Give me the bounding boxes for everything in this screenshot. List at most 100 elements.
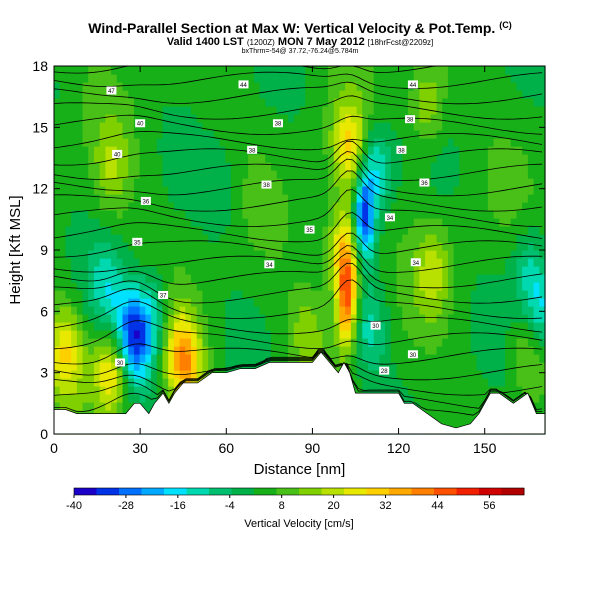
velocity-cell [402,202,409,211]
velocity-cell [54,290,61,299]
velocity-cell [259,106,266,115]
velocity-cell [208,122,215,131]
velocity-cell [328,130,335,139]
velocity-cell [527,98,535,107]
velocity-cell [436,98,443,107]
velocity-cell [288,250,295,259]
velocity-cell [345,194,352,203]
velocity-cell [533,266,540,275]
velocity-cell [465,282,472,291]
x-tick-label: 150 [473,440,497,456]
velocity-cell [390,106,398,115]
velocity-cell [282,162,289,171]
velocity-cell [219,266,226,275]
velocity-cell [333,130,341,139]
velocity-cell [259,266,266,275]
velocity-cell [82,330,89,339]
velocity-cell [219,74,226,83]
velocity-cell [105,218,112,227]
velocity-cell [487,354,495,363]
velocity-cell [316,186,323,195]
velocity-cell [379,338,386,347]
velocity-cell [430,322,438,331]
velocity-cell [225,234,232,243]
velocity-cell [430,346,438,355]
velocity-cell [156,362,164,371]
velocity-cell [253,98,261,107]
velocity-cell [476,354,483,363]
velocity-cell [82,202,89,211]
velocity-cell [339,282,346,291]
velocity-cell [510,66,518,75]
velocity-cell [310,258,318,267]
velocity-cell [259,242,266,251]
velocity-cell [179,138,186,147]
velocity-cell [379,298,386,307]
velocity-cell [236,202,244,211]
velocity-cell [316,218,323,227]
velocity-cell [173,178,181,187]
velocity-cell [168,82,175,91]
velocity-cell [328,314,335,323]
velocity-cell [522,122,529,131]
velocity-cell [390,330,398,339]
velocity-cell [328,154,335,163]
velocity-cell [385,186,392,195]
velocity-cell [322,122,329,131]
velocity-cell [322,338,329,347]
velocity-cell [288,202,295,211]
velocity-cell [373,66,381,75]
velocity-cell [133,162,141,171]
velocity-cell [93,154,101,163]
velocity-cell [527,170,535,179]
velocity-cell [202,362,209,371]
velocity-cell [151,338,158,347]
velocity-cell [196,266,204,275]
velocity-cell [276,74,283,83]
velocity-cell [310,138,318,147]
velocity-cell [482,146,489,155]
velocity-cell [173,378,181,387]
velocity-cell [339,178,346,187]
velocity-cell [305,138,312,147]
velocity-cell [345,338,352,347]
velocity-cell [396,306,403,315]
velocity-cell [407,274,415,283]
velocity-cell [356,370,363,379]
velocity-cell [345,210,352,219]
velocity-cell [248,170,255,179]
velocity-cell [322,98,329,107]
velocity-cell [345,170,352,179]
velocity-cell [282,274,289,283]
velocity-cell [168,130,175,139]
velocity-cell [539,370,546,379]
isentrope-line [53,140,543,166]
contour-label-bg [106,86,117,95]
velocity-cell [379,202,386,211]
velocity-cell [71,346,78,355]
velocity-cell [373,218,381,227]
velocity-cell [487,194,495,203]
velocity-cell [59,114,67,123]
velocity-cell [316,74,323,83]
colorbar-tick-label: 44 [431,500,443,512]
velocity-cell [333,66,341,75]
velocity-cell [322,130,329,139]
velocity-cell [362,258,369,267]
velocity-cell [465,258,472,267]
velocity-cell [368,298,375,307]
velocity-cell [230,146,238,155]
velocity-cell [213,178,221,187]
velocity-cell [333,170,341,179]
velocity-cell [385,234,392,243]
velocity-cell [310,250,318,259]
velocity-cell [151,354,158,363]
velocity-cell [322,178,329,187]
velocity-cell [316,66,323,75]
velocity-cell [59,170,67,179]
velocity-cell [379,218,386,227]
velocity-cell [111,210,118,219]
velocity-cell [151,210,158,219]
velocity-cell [122,394,129,403]
velocity-cell [453,138,460,147]
